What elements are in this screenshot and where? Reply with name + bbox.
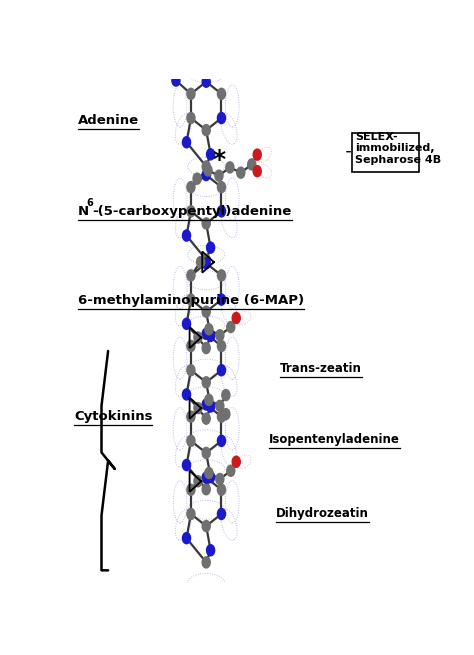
Circle shape <box>216 329 224 341</box>
Circle shape <box>187 206 195 217</box>
Circle shape <box>187 484 195 495</box>
Text: Dihydrozeatin: Dihydrozeatin <box>276 507 369 520</box>
Circle shape <box>218 181 226 193</box>
Circle shape <box>172 75 180 86</box>
Circle shape <box>202 557 210 568</box>
Circle shape <box>193 173 201 184</box>
Circle shape <box>218 113 226 124</box>
Circle shape <box>205 324 213 335</box>
Circle shape <box>197 257 205 268</box>
Text: 6-methylaminopurine (6-MAP): 6-methylaminopurine (6-MAP) <box>78 295 304 307</box>
Text: -(5-carboxypentyl)adenine: -(5-carboxypentyl)adenine <box>92 204 292 217</box>
Circle shape <box>218 411 226 422</box>
Circle shape <box>187 341 195 352</box>
Circle shape <box>207 401 215 412</box>
Circle shape <box>248 159 256 170</box>
Circle shape <box>182 137 191 148</box>
Circle shape <box>215 170 223 181</box>
Circle shape <box>207 545 215 556</box>
Circle shape <box>202 170 210 181</box>
Circle shape <box>218 508 226 519</box>
Circle shape <box>187 88 195 100</box>
Circle shape <box>253 149 261 160</box>
Circle shape <box>187 270 195 281</box>
Circle shape <box>218 484 226 495</box>
Text: Adenine: Adenine <box>78 114 139 127</box>
Circle shape <box>187 181 195 193</box>
Circle shape <box>202 306 210 317</box>
Circle shape <box>202 377 210 388</box>
Circle shape <box>227 465 235 476</box>
Circle shape <box>207 330 215 341</box>
Circle shape <box>202 258 210 269</box>
Circle shape <box>182 533 191 544</box>
Text: Isopentenyladenine: Isopentenyladenine <box>269 433 400 445</box>
Circle shape <box>205 394 213 405</box>
Circle shape <box>187 411 195 422</box>
Circle shape <box>222 409 230 420</box>
Circle shape <box>187 294 195 305</box>
Circle shape <box>202 328 210 339</box>
Text: *: * <box>212 148 226 172</box>
Circle shape <box>227 322 235 333</box>
Circle shape <box>194 403 202 414</box>
Circle shape <box>187 113 195 124</box>
Circle shape <box>202 447 210 458</box>
Circle shape <box>202 124 210 136</box>
Circle shape <box>204 165 212 176</box>
Circle shape <box>222 390 230 401</box>
Circle shape <box>218 341 226 352</box>
Circle shape <box>202 399 210 410</box>
Circle shape <box>218 206 226 217</box>
Circle shape <box>182 389 191 400</box>
Circle shape <box>207 149 215 160</box>
Circle shape <box>216 400 224 411</box>
Circle shape <box>207 242 215 253</box>
Text: SELEX-
immobilized,
Sepharose 4B: SELEX- immobilized, Sepharose 4B <box>355 132 441 165</box>
Circle shape <box>202 254 210 265</box>
Circle shape <box>194 476 202 487</box>
Circle shape <box>237 167 245 178</box>
Circle shape <box>202 161 210 172</box>
Circle shape <box>218 436 226 446</box>
Circle shape <box>218 365 226 376</box>
Text: N: N <box>78 204 89 217</box>
Circle shape <box>202 343 210 354</box>
Circle shape <box>232 457 240 467</box>
Circle shape <box>226 162 234 173</box>
Circle shape <box>232 312 240 324</box>
Circle shape <box>202 521 210 532</box>
Circle shape <box>187 365 195 376</box>
Circle shape <box>218 270 226 281</box>
Circle shape <box>202 483 210 495</box>
Circle shape <box>216 474 224 485</box>
Circle shape <box>202 472 210 483</box>
Text: Trans-zeatin: Trans-zeatin <box>280 362 362 375</box>
Circle shape <box>187 436 195 446</box>
Circle shape <box>187 508 195 519</box>
Circle shape <box>194 332 202 343</box>
Circle shape <box>205 468 213 479</box>
Circle shape <box>218 294 226 305</box>
Circle shape <box>202 413 210 424</box>
Circle shape <box>182 460 191 470</box>
Circle shape <box>202 218 210 229</box>
Text: Cytokinins: Cytokinins <box>74 410 153 423</box>
Circle shape <box>207 472 215 483</box>
Text: 6: 6 <box>87 198 93 208</box>
Circle shape <box>253 166 261 177</box>
Circle shape <box>218 88 226 100</box>
Circle shape <box>202 76 210 87</box>
Circle shape <box>182 318 191 329</box>
Circle shape <box>182 230 191 241</box>
